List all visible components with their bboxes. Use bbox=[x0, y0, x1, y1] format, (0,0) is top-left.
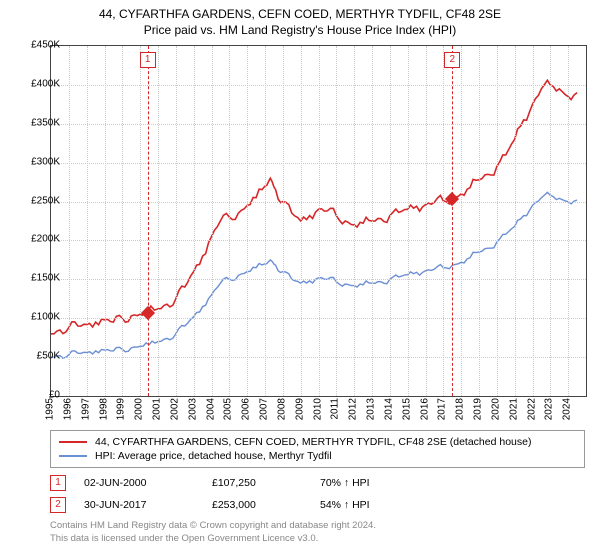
x-tick-label: 2023 bbox=[544, 398, 555, 420]
x-gridline bbox=[568, 46, 569, 396]
sales-row-num: 2 bbox=[50, 497, 66, 513]
x-gridline bbox=[497, 46, 498, 396]
legend-label-property: 44, CYFARTHFA GARDENS, CEFN COED, MERTHY… bbox=[95, 436, 531, 448]
x-tick-label: 2004 bbox=[205, 398, 216, 420]
legend-swatch-hpi bbox=[59, 455, 87, 457]
y-tick-label: £200K bbox=[12, 234, 60, 245]
x-tick-label: 2011 bbox=[330, 398, 341, 420]
y-tick-label: £100K bbox=[12, 312, 60, 323]
sales-row-rel: 54% ↑ HPI bbox=[320, 499, 420, 511]
x-gridline bbox=[212, 46, 213, 396]
legend-label-hpi: HPI: Average price, detached house, Mert… bbox=[95, 450, 332, 462]
sales-row-date: 02-JUN-2000 bbox=[84, 477, 194, 489]
sales-row-price: £253,000 bbox=[212, 499, 302, 511]
x-gridline bbox=[283, 46, 284, 396]
y-tick-label: £150K bbox=[12, 273, 60, 284]
legend-item-hpi: HPI: Average price, detached house, Mert… bbox=[59, 449, 576, 463]
x-gridline bbox=[354, 46, 355, 396]
x-tick-label: 2017 bbox=[437, 398, 448, 420]
x-tick-label: 2024 bbox=[562, 398, 573, 420]
y-tick-label: £50K bbox=[12, 351, 60, 362]
sales-row: 2 30-JUN-2017 £253,000 54% ↑ HPI bbox=[50, 494, 585, 516]
legend-swatch-property bbox=[59, 441, 87, 443]
x-gridline bbox=[426, 46, 427, 396]
sales-row-num: 1 bbox=[50, 475, 66, 491]
x-tick-label: 1995 bbox=[45, 398, 56, 420]
x-tick-label: 2021 bbox=[508, 398, 519, 420]
x-gridline bbox=[194, 46, 195, 396]
title-block: 44, CYFARTHFA GARDENS, CEFN COED, MERTHY… bbox=[0, 0, 600, 38]
x-gridline bbox=[408, 46, 409, 396]
x-gridline bbox=[229, 46, 230, 396]
x-tick-label: 2013 bbox=[366, 398, 377, 420]
x-tick-label: 2006 bbox=[241, 398, 252, 420]
chart-plot-area: 12 bbox=[50, 45, 587, 397]
x-gridline bbox=[105, 46, 106, 396]
x-gridline bbox=[550, 46, 551, 396]
sale-number-box: 2 bbox=[444, 52, 460, 68]
x-gridline bbox=[176, 46, 177, 396]
x-gridline bbox=[265, 46, 266, 396]
x-gridline bbox=[319, 46, 320, 396]
title-line1: 44, CYFARTHFA GARDENS, CEFN COED, MERTHY… bbox=[0, 6, 600, 22]
x-gridline bbox=[443, 46, 444, 396]
x-tick-label: 2022 bbox=[526, 398, 537, 420]
legend-item-property: 44, CYFARTHFA GARDENS, CEFN COED, MERTHY… bbox=[59, 435, 576, 449]
x-gridline bbox=[336, 46, 337, 396]
sale-guideline bbox=[148, 46, 149, 396]
x-tick-label: 2016 bbox=[419, 398, 430, 420]
x-gridline bbox=[247, 46, 248, 396]
x-gridline bbox=[515, 46, 516, 396]
x-tick-label: 1998 bbox=[98, 398, 109, 420]
x-gridline bbox=[158, 46, 159, 396]
y-tick-label: £400K bbox=[12, 78, 60, 89]
x-tick-label: 2012 bbox=[348, 398, 359, 420]
sale-number-box: 1 bbox=[140, 52, 156, 68]
y-tick-label: £450K bbox=[12, 40, 60, 51]
copyright: Contains HM Land Registry data © Crown c… bbox=[50, 520, 585, 546]
x-tick-label: 1997 bbox=[80, 398, 91, 420]
x-gridline bbox=[122, 46, 123, 396]
x-tick-label: 2010 bbox=[312, 398, 323, 420]
y-tick-label: £350K bbox=[12, 117, 60, 128]
sales-row: 1 02-JUN-2000 £107,250 70% ↑ HPI bbox=[50, 472, 585, 494]
x-tick-label: 2020 bbox=[490, 398, 501, 420]
x-tick-label: 2005 bbox=[223, 398, 234, 420]
x-tick-label: 2002 bbox=[169, 398, 180, 420]
x-gridline bbox=[479, 46, 480, 396]
x-gridline bbox=[372, 46, 373, 396]
x-tick-label: 2015 bbox=[401, 398, 412, 420]
x-tick-label: 2003 bbox=[187, 398, 198, 420]
x-gridline bbox=[87, 46, 88, 396]
x-tick-label: 2007 bbox=[259, 398, 270, 420]
x-gridline bbox=[140, 46, 141, 396]
x-tick-label: 2001 bbox=[152, 398, 163, 420]
title-line2: Price paid vs. HM Land Registry's House … bbox=[0, 22, 600, 38]
legend: 44, CYFARTHFA GARDENS, CEFN COED, MERTHY… bbox=[50, 430, 585, 468]
x-tick-label: 2019 bbox=[473, 398, 484, 420]
x-gridline bbox=[390, 46, 391, 396]
x-gridline bbox=[301, 46, 302, 396]
sales-row-date: 30-JUN-2017 bbox=[84, 499, 194, 511]
chart-container: 44, CYFARTHFA GARDENS, CEFN COED, MERTHY… bbox=[0, 0, 600, 560]
x-tick-label: 2000 bbox=[134, 398, 145, 420]
x-tick-label: 1996 bbox=[62, 398, 73, 420]
x-tick-label: 2009 bbox=[294, 398, 305, 420]
x-tick-label: 1999 bbox=[116, 398, 127, 420]
copyright-line2: This data is licensed under the Open Gov… bbox=[50, 533, 585, 546]
sales-row-price: £107,250 bbox=[212, 477, 302, 489]
sales-row-rel: 70% ↑ HPI bbox=[320, 477, 420, 489]
x-gridline bbox=[69, 46, 70, 396]
y-tick-label: £250K bbox=[12, 195, 60, 206]
sale-guideline bbox=[452, 46, 453, 396]
x-tick-label: 2014 bbox=[383, 398, 394, 420]
copyright-line1: Contains HM Land Registry data © Crown c… bbox=[50, 520, 585, 533]
y-tick-label: £300K bbox=[12, 156, 60, 167]
x-gridline bbox=[461, 46, 462, 396]
series-line-property bbox=[51, 80, 577, 334]
x-tick-label: 2018 bbox=[455, 398, 466, 420]
sales-table: 1 02-JUN-2000 £107,250 70% ↑ HPI 2 30-JUN-201… bbox=[50, 472, 585, 516]
x-tick-label: 2008 bbox=[276, 398, 287, 420]
x-gridline bbox=[533, 46, 534, 396]
